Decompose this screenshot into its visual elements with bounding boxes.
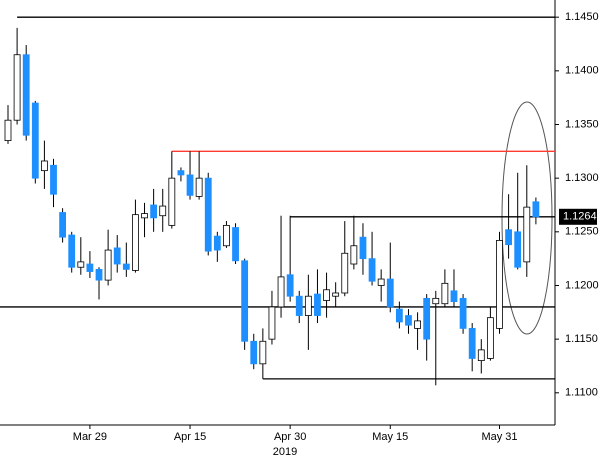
y-tick-label: 1.1100 [565,387,598,399]
candle-body [450,290,458,302]
y-tick-label: 1.1350 [565,118,599,130]
candle-body [132,214,139,271]
candle-body [295,295,303,316]
candle-body [523,206,531,263]
candle-body [77,261,85,268]
candle-body [505,229,512,246]
y-tick-label: 1.1300 [565,172,599,184]
candle-body [496,240,503,329]
candle-body [441,282,449,305]
candle-body [195,177,203,197]
candle-body [532,201,540,218]
candle-body [86,263,94,272]
candle-body [405,315,412,326]
candle-body [423,297,431,340]
candle-body [286,274,294,297]
y-tick-label: 1.1250 [565,226,599,238]
candle-body [386,278,394,308]
candle-body [377,278,385,286]
candle-body [259,340,267,365]
candle-body [223,224,230,247]
x-tick-label: May 15 [372,431,408,443]
candle-body [432,297,440,305]
x-tick-label: Apr 15 [174,431,206,443]
candle-body [95,268,103,281]
candle-body [213,235,221,251]
candle-body [4,119,12,141]
candle-body [486,317,494,359]
x-year-label: 2019 [273,446,297,458]
candle-body [468,328,476,359]
y-tick-label: 1.1150 [565,333,598,345]
candle-body [31,102,39,179]
candle-body [168,177,176,226]
candle-body [59,212,67,238]
candle-body [477,349,485,362]
candle-body [50,164,57,195]
candle-body [514,231,522,268]
candle-body [177,170,185,176]
candle-body [341,252,349,294]
candle-body [459,297,467,329]
candle-body [122,263,130,270]
candle-body [204,177,212,252]
candle-body [323,289,330,301]
candle-body [250,340,258,365]
candle-body [104,249,112,281]
y-tick-label: 1.1400 [565,65,599,77]
last-price-label: 1.1264 [563,211,597,223]
candle-body [68,234,76,268]
candle-body [41,160,48,172]
candle-body [368,258,376,282]
candle-body [241,260,249,342]
x-tick-label: Apr 30 [274,431,306,443]
candle-body [332,292,340,297]
candle-body [232,227,239,262]
candle-body [186,174,194,196]
candle-body [159,205,167,217]
y-tick-label: 1.1200 [565,279,599,291]
last-price-box [559,208,597,225]
candle-body [141,213,148,219]
candle-body [13,54,21,121]
candle-body [414,320,421,329]
candle-body [395,308,403,323]
candle-body [22,54,30,136]
candle-body [359,236,367,260]
candle-body [268,306,276,340]
candle-body [350,245,358,265]
candle-body [314,293,321,316]
candle-body [113,247,121,265]
highlight-ellipse [501,101,553,335]
candle-body [150,204,158,219]
y-tick-label: 1.1450 [565,11,599,23]
x-tick-label: May 31 [481,431,517,443]
candle-body [277,276,285,308]
candle-body [304,295,312,316]
x-tick-label: Mar 29 [73,431,107,443]
